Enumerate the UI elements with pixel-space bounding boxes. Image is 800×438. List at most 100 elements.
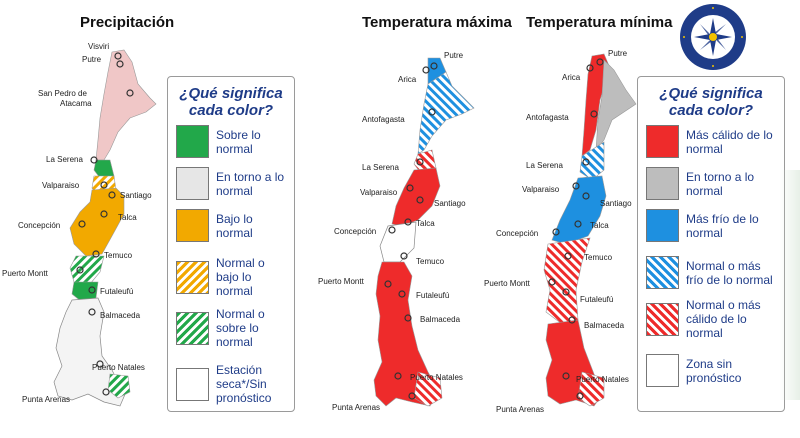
label-arica: Arica (562, 73, 581, 82)
label-futaleufu: Futaleufú (580, 295, 613, 304)
label-putre: Putre (608, 49, 628, 58)
precipitation-legend-title: ¿Qué significa cada color? (179, 85, 283, 119)
tmin-normal-or-warmer (543, 237, 591, 325)
legend-item-warmer: Más cálido de lo normal (646, 125, 778, 158)
label-puerto-montt: Puerto Montt (2, 269, 49, 278)
region-dry-south (53, 297, 127, 407)
legend-label: Normal o sobre lo normal (216, 307, 265, 349)
region-normal-or-above-south (107, 373, 131, 399)
label-temuco: Temuco (416, 257, 445, 266)
label-valparaiso: Valparaiso (360, 188, 398, 197)
temperature-legend-title: ¿Qué significa cada color? (659, 85, 763, 119)
legend-label: Estación seca*/Sin pronóstico (216, 363, 272, 405)
label-futaleufu: Futaleufú (416, 291, 449, 300)
label-temuco: Temuco (584, 253, 613, 262)
region-normal-or-above-center (69, 255, 105, 285)
label-antofagasta: Antofagasta (526, 113, 569, 122)
legend-label: Normal o más frío de lo normal (686, 258, 773, 287)
label-talca: Talca (416, 219, 435, 228)
label-concepcion: Concepción (334, 227, 376, 236)
swatch-below-normal (176, 209, 209, 242)
label-san-pedro: San Pedro de (38, 89, 87, 98)
swatch-near-normal (176, 167, 209, 200)
legend-label: En torno a lo normal (686, 169, 755, 198)
label-santiago: Santiago (600, 199, 632, 208)
legend-item-near-normal: En torno a lo normal (176, 167, 288, 200)
label-puerto-montt: Puerto Montt (484, 279, 531, 288)
swatch-normal-or-colder (646, 256, 679, 289)
label-la-serena: La Serena (362, 163, 399, 172)
legend-item-above-normal: Sobre lo normal (176, 125, 288, 158)
swatch-no-forecast (646, 354, 679, 387)
tmax-warmer-south (373, 261, 439, 407)
swatch-dry-no-forecast (176, 367, 209, 401)
label-punta-arenas: Punta Arenas (332, 403, 380, 412)
title-max-temperature: Temperatura máxima (362, 14, 512, 31)
label-balmaceda: Balmaceda (100, 311, 141, 320)
legend-item-normal-or-below: Normal o bajo lo normal (176, 256, 288, 298)
temperature-legend: ¿Qué significa cada color? Más cálido de… (637, 76, 785, 412)
label-futaleufu: Futaleufú (100, 287, 133, 296)
label-puerto-montt: Puerto Montt (318, 277, 365, 286)
max-temperature-map: Putre Arica Antofagasta La Serena Valpar… (318, 51, 475, 412)
label-concepcion: Concepción (18, 221, 60, 230)
tmax-no-forecast-center (379, 221, 417, 263)
legend-label: Normal o bajo lo normal (216, 256, 265, 298)
region-below-normal (69, 187, 125, 257)
label-arica: Arica (398, 75, 417, 84)
label-punta-arenas: Punta Arenas (22, 395, 70, 404)
label-atacama: Atacama (60, 99, 92, 108)
legend-item-normal-or-above: Normal o sobre lo normal (176, 307, 288, 349)
swatch-normal-or-warmer (646, 302, 679, 336)
label-putre: Putre (444, 51, 464, 60)
title-precipitation: Precipitación (80, 14, 175, 31)
legend-item-normal-or-warmer: Normal o más cálido de lo normal (646, 298, 778, 340)
label-talca: Talca (590, 221, 609, 230)
tmax-normal-or-colder-north (417, 71, 475, 155)
legend-label: Zona sin pronóstico (686, 356, 742, 385)
swatch-normal-or-above (176, 311, 209, 345)
legend-item-colder: Más frío de lo normal (646, 209, 778, 242)
swatch-above-normal (176, 125, 209, 158)
tmin-near-normal (595, 59, 637, 151)
legend-label: Sobre lo normal (216, 127, 261, 156)
label-punta-arenas: Punta Arenas (496, 405, 544, 414)
legend-item-normal-or-colder: Normal o más frío de lo normal (646, 256, 778, 289)
label-temuco: Temuco (104, 251, 133, 260)
legend-item-dry-no-forecast: Estación seca*/Sin pronóstico (176, 363, 288, 405)
precipitation-map: Visviri Putre San Pedro de Atacama La Se… (2, 42, 157, 407)
label-puerto-natales: Puerto Natales (410, 373, 463, 382)
swatch-near-normal (646, 167, 679, 200)
legend-item-near-normal: En torno a lo normal (646, 167, 778, 200)
region-above-normal-north (93, 159, 115, 179)
label-balmaceda: Balmaceda (420, 315, 461, 324)
title-min-temperature: Temperatura mínima (526, 14, 673, 31)
meteochile-logo (680, 4, 746, 70)
label-antofagasta: Antofagasta (362, 115, 405, 124)
legend-label: Bajo lo normal (216, 211, 253, 240)
label-balmaceda: Balmaceda (584, 321, 625, 330)
tmin-normal-or-colder (579, 141, 605, 181)
min-temperature-map: Putre Arica Antofagasta La Serena Valpar… (484, 49, 637, 414)
label-puerto-natales: Puerto Natales (92, 363, 145, 372)
label-concepcion: Concepción (496, 229, 538, 238)
label-santiago: Santiago (120, 191, 152, 200)
swatch-warmer (646, 125, 679, 158)
label-valparaiso: Valparaiso (42, 181, 80, 190)
legend-label: Normal o más cálido de lo normal (686, 298, 761, 340)
label-puerto-natales: Puerto Natales (576, 375, 629, 384)
region-dry-north (95, 49, 157, 161)
legend-item-no-forecast: Zona sin pronóstico (646, 354, 778, 387)
precipitation-legend: ¿Qué significa cada color? Sobre lo norm… (167, 76, 295, 412)
label-valparaiso: Valparaiso (522, 185, 560, 194)
label-visviri: Visviri (88, 42, 109, 51)
label-la-serena: La Serena (46, 155, 83, 164)
legend-item-below-normal: Bajo lo normal (176, 209, 288, 242)
label-la-serena: La Serena (526, 161, 563, 170)
label-santiago: Santiago (434, 199, 466, 208)
tmax-warmer-center (391, 167, 441, 227)
label-putre: Putre (82, 55, 102, 64)
decorative-edge (780, 170, 800, 400)
legend-label: En torno a lo normal (216, 169, 285, 198)
